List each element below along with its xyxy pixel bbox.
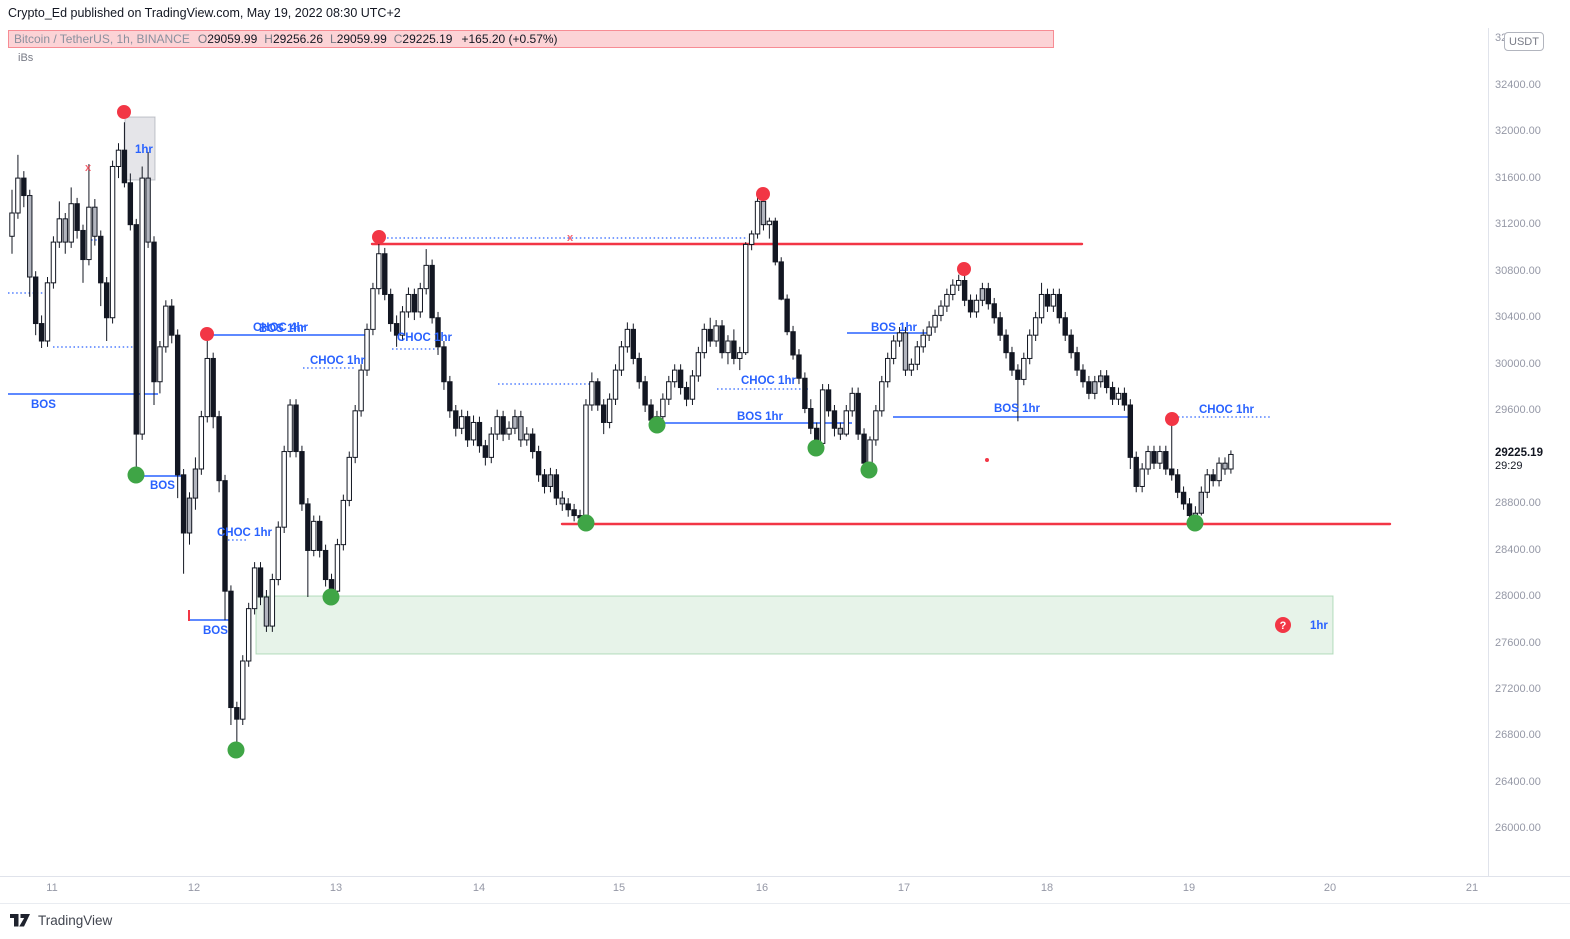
ohlc-close: C29225.19 [393,32,453,46]
candlesticks [9,122,1234,750]
price-tick-label: 32000.00 [1495,125,1541,137]
price-axis[interactable]: 26000.00 26400.00 26800.00 27200.00 27600.00… [1490,28,1570,876]
swing-low-markers [127,416,1204,759]
liquidity-x-marks: xx [85,162,574,244]
time-axis-separator [0,876,1570,877]
time-tick-label: 17 [897,882,911,894]
time-tick-label: 11 [46,882,58,894]
time-tick-label: 21 [1465,882,1479,894]
svg-text:x: x [85,162,92,174]
price-tick-label: 28800.00 [1495,497,1541,509]
key-level-red-lines [188,242,1392,621]
svg-text:BOS 1hr: BOS 1hr [871,322,918,334]
price-tick-label: 31600.00 [1495,172,1541,184]
price-axis-separator [1488,28,1489,876]
price-tick-label: 26400.00 [1495,776,1541,788]
time-tick-label: 16 [755,882,769,894]
svg-text:CHOC 1hr: CHOC 1hr [217,527,272,539]
time-tick-label: 14 [472,882,486,894]
bos-level-lines [8,332,1133,621]
svg-text:CHOC 1hr: CHOC 1hr [397,332,452,344]
symbol-title-bar[interactable]: Bitcoin / TetherUS, 1h, BINANCE O29059.9… [8,30,1054,48]
time-tick-label: 13 [329,882,343,894]
svg-text:1hr: 1hr [135,144,153,156]
svg-text:1hr: 1hr [1310,620,1328,632]
price-change: +165.20 (+0.57%) [461,32,558,46]
svg-text:?: ? [1280,620,1287,632]
bar-countdown: 29:29 [1495,460,1523,472]
price-tick-label: 26800.00 [1495,729,1541,741]
svg-text:CHOC 1hr: CHOC 1hr [1199,404,1254,416]
ohlc-high: H29256.26 [264,32,323,46]
time-axis[interactable]: 11 12 13 14 15 16 17 18 19 20 21 [0,877,1488,903]
price-tick-label: 29600.00 [1495,404,1541,416]
demand-zone-box [255,595,1334,655]
time-tick-label: 15 [612,882,626,894]
svg-text:BOS 1hr: BOS 1hr [994,403,1041,415]
time-tick-label: 19 [1182,882,1196,894]
price-tick-label: 30000.00 [1495,358,1541,370]
tradingview-logo-text: TradingView [38,912,113,928]
time-tick-label: 20 [1323,882,1337,894]
ohlc-open: O29059.99 [197,32,258,46]
ohlc-low: L29059.99 [330,32,387,46]
time-tick-label: 18 [1040,882,1054,894]
small-red-dot [985,458,989,462]
symbol-name: Bitcoin / TetherUS, 1h, BINANCE [14,32,190,46]
svg-text:BOS 1hr: BOS 1hr [259,323,306,335]
bottom-separator [0,903,1570,904]
svg-text:CHOC 1hr: CHOC 1hr [741,375,796,387]
svg-text:BOS 1hr: BOS 1hr [737,411,784,423]
question-icon: ? [1275,617,1291,633]
svg-text:CHOC 4hr: CHOC 4hr [253,322,308,334]
swing-high-markers [117,105,1179,462]
indicator-label: iBs [18,52,34,64]
current-price-label: 29225.19 [1495,447,1543,459]
price-tick-label: 26000.00 [1495,822,1541,834]
price-tick-label: 27200.00 [1495,683,1541,695]
tradingview-logo-icon [10,914,30,927]
price-tick-label: 30400.00 [1495,311,1541,323]
price-tick-label: 27600.00 [1495,637,1541,649]
price-tick-label: 31200.00 [1495,218,1541,230]
currency-toggle-badge[interactable]: USDT [1504,32,1544,51]
svg-text:CHOC 1hr: CHOC 1hr [310,355,365,367]
svg-text:x: x [567,232,574,244]
price-tick-label: 30800.00 [1495,265,1541,277]
choc-dotted-levels [8,237,1271,541]
svg-text:BOS: BOS [203,625,228,637]
zones [124,116,1334,655]
price-tick-label: 28000.00 [1495,590,1541,602]
price-tick-label: 32400.00 [1495,79,1541,91]
svg-text:BOS: BOS [150,480,175,492]
price-tick-label: 28400.00 [1495,544,1541,556]
svg-text:BOS: BOS [31,399,56,411]
attribution-text: Crypto_Ed published on TradingView.com, … [8,6,401,20]
time-tick-label: 12 [187,882,201,894]
tradingview-logo[interactable]: TradingView [8,910,112,930]
